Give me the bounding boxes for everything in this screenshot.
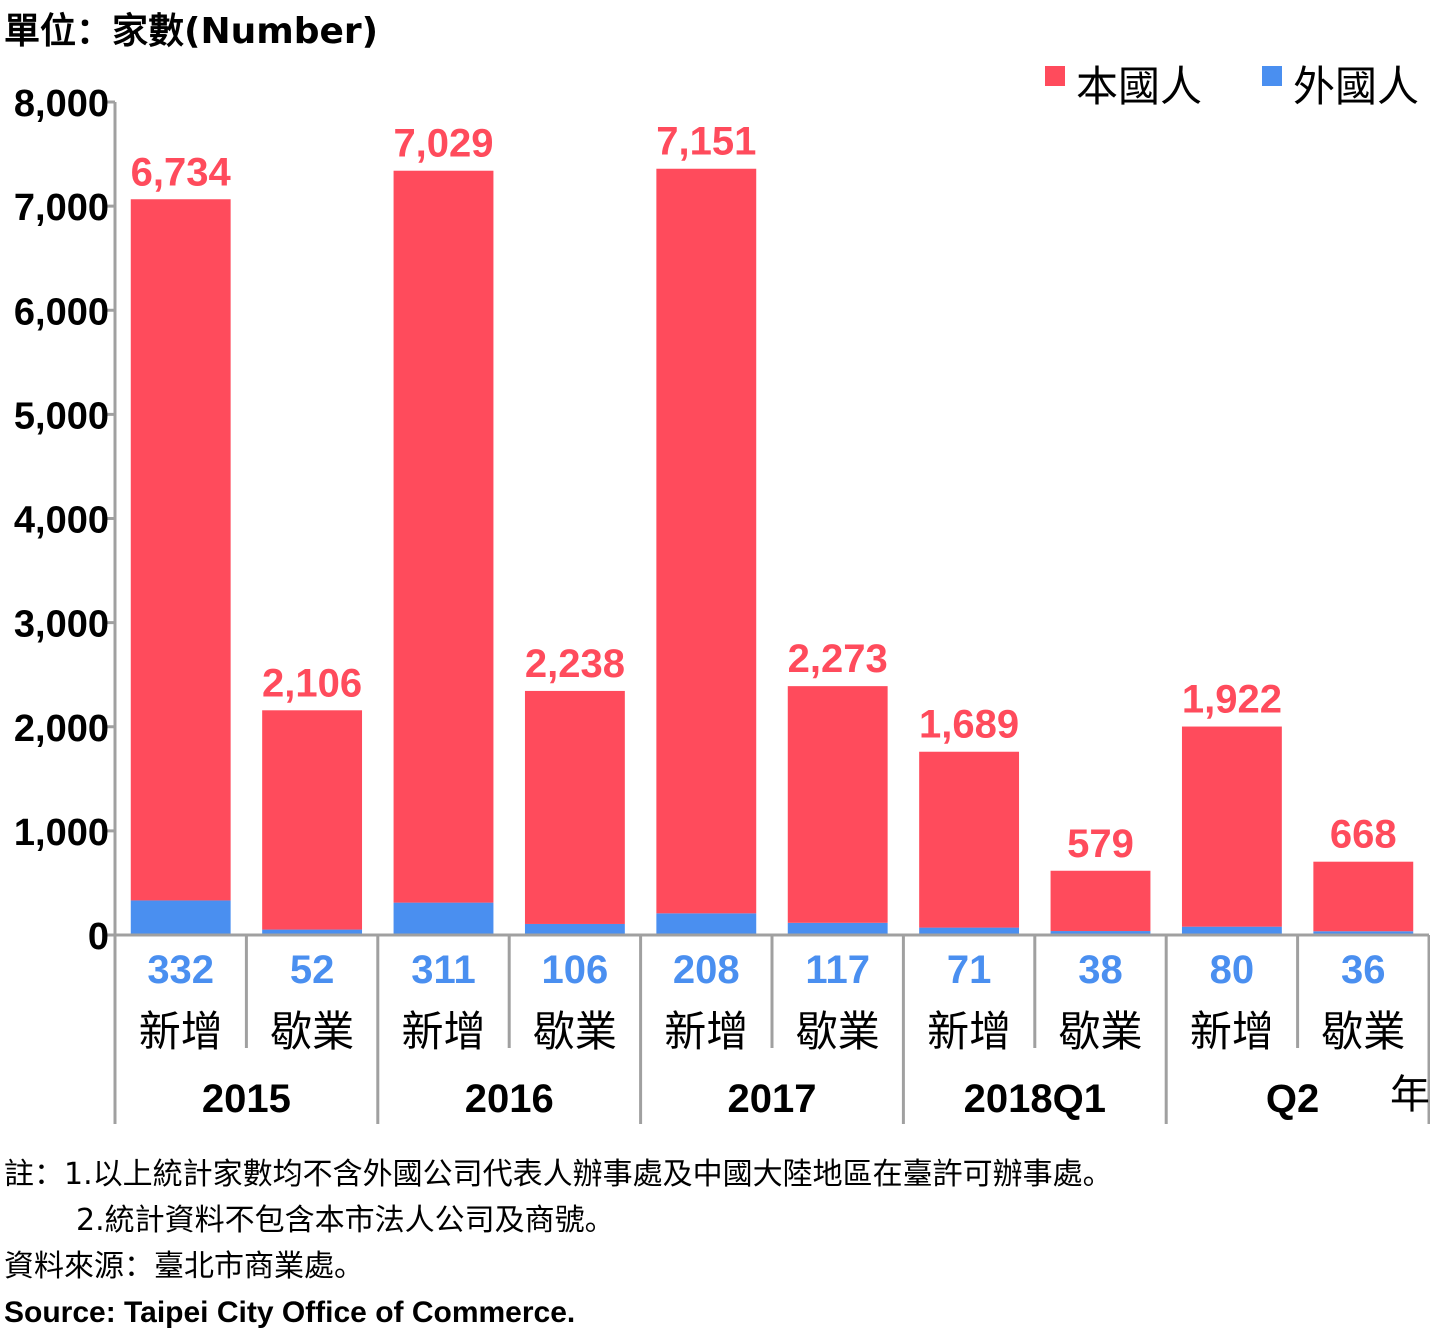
bar-foreign bbox=[262, 929, 363, 935]
note-2: 2.統計資料不包含本市法人公司及商號。 bbox=[76, 1203, 615, 1238]
source-zh: 資料來源：臺北市商業處。 bbox=[4, 1249, 364, 1284]
category-label: 新增 bbox=[927, 1008, 1011, 1055]
data-label-foreign: 117 bbox=[805, 948, 870, 992]
note-1: 註：1.以上統計家數均不含外國公司代表人辦事處及中國大陸地區在臺許可辦事處。 bbox=[4, 1157, 1113, 1192]
bar-foreign bbox=[919, 927, 1020, 935]
bar-domestic bbox=[130, 199, 231, 901]
bar-foreign bbox=[1181, 926, 1282, 935]
bar-domestic bbox=[787, 686, 888, 923]
category-label: 歇業 bbox=[533, 1008, 617, 1055]
bar-foreign bbox=[393, 902, 494, 935]
bar-foreign bbox=[656, 913, 757, 935]
legend-swatch-foreign bbox=[1262, 66, 1282, 86]
y-tick-label: 2,000 bbox=[14, 708, 109, 750]
bar-domestic bbox=[524, 690, 625, 924]
group-label: 2017 bbox=[728, 1077, 817, 1121]
category-label: 新增 bbox=[401, 1008, 485, 1055]
data-label-foreign: 332 bbox=[147, 948, 214, 992]
group-label: 2016 bbox=[465, 1077, 554, 1121]
bar-domestic bbox=[1313, 861, 1414, 932]
data-label-domestic: 2,238 bbox=[525, 642, 625, 686]
y-tick-label: 0 bbox=[88, 916, 109, 958]
category-label: 歇業 bbox=[270, 1008, 354, 1055]
bar-foreign bbox=[1050, 931, 1151, 935]
data-label-foreign: 80 bbox=[1210, 948, 1255, 992]
bar-domestic bbox=[919, 751, 1020, 928]
category-label: 歇業 bbox=[1058, 1008, 1142, 1055]
data-label-foreign: 208 bbox=[673, 948, 740, 992]
data-label-foreign: 52 bbox=[290, 948, 335, 992]
bar-foreign bbox=[130, 900, 231, 935]
y-tick-label: 3,000 bbox=[14, 604, 109, 646]
group-label: Q2 bbox=[1266, 1077, 1319, 1121]
bar-domestic bbox=[656, 168, 757, 914]
category-label: 歇業 bbox=[1321, 1008, 1405, 1055]
data-label-domestic: 579 bbox=[1067, 822, 1134, 866]
y-tick-label: 6,000 bbox=[14, 291, 109, 333]
data-label-domestic: 2,273 bbox=[788, 637, 888, 681]
data-label-foreign: 71 bbox=[947, 948, 992, 992]
bar-foreign bbox=[787, 922, 888, 935]
data-label-domestic: 7,151 bbox=[656, 120, 756, 164]
bar-foreign bbox=[524, 923, 625, 935]
bar-foreign bbox=[1313, 931, 1414, 935]
data-label-domestic: 6,734 bbox=[131, 150, 232, 194]
bars: 6,734 332 2,106 52 7,029 311 2,238 106 7,151 208 2… bbox=[131, 120, 1414, 992]
data-label-domestic: 668 bbox=[1330, 813, 1397, 857]
y-tick-label: 4,000 bbox=[14, 500, 109, 542]
data-label-foreign: 311 bbox=[411, 948, 476, 992]
y-tick-label: 8,000 bbox=[14, 83, 109, 125]
x-unit-label: 年 bbox=[1390, 1073, 1430, 1117]
data-label-foreign: 38 bbox=[1078, 948, 1123, 992]
source-en: Source: Taipei City Office of Commerce. bbox=[4, 1296, 576, 1329]
bar-domestic bbox=[393, 170, 494, 903]
category-label: 新增 bbox=[664, 1008, 748, 1055]
footnotes: 註：1.以上統計家數均不含外國公司代表人辦事處及中國大陸地區在臺許可辦事處。 2… bbox=[4, 1152, 1113, 1336]
bar-domestic bbox=[1050, 870, 1151, 932]
y-tick-label: 5,000 bbox=[14, 395, 109, 437]
stacked-bar-chart: 0 1,000 2,000 3,000 4,000 5,000 6,000 7,000 8,00… bbox=[14, 63, 1430, 1124]
bar-domestic bbox=[262, 710, 363, 930]
y-tick-label: 1,000 bbox=[14, 812, 109, 854]
data-label-foreign: 36 bbox=[1341, 948, 1386, 992]
data-label-foreign: 106 bbox=[542, 948, 609, 992]
group-label: 2015 bbox=[202, 1077, 291, 1121]
legend-label-foreign: 外國人 bbox=[1293, 63, 1419, 110]
data-label-domestic: 2,106 bbox=[262, 661, 362, 705]
data-label-domestic: 1,689 bbox=[919, 703, 1019, 747]
category-label: 歇業 bbox=[796, 1008, 880, 1055]
y-axis: 0 1,000 2,000 3,000 4,000 5,000 6,000 7,000 8,00… bbox=[14, 83, 117, 958]
data-label-domestic: 7,029 bbox=[393, 122, 493, 166]
unit-label: 單位：家數(Number) bbox=[4, 11, 379, 52]
category-label: 新增 bbox=[1190, 1008, 1274, 1055]
bar-domestic bbox=[1181, 726, 1282, 927]
legend-label-domestic: 本國人 bbox=[1076, 63, 1202, 110]
group-label: 2018Q1 bbox=[964, 1077, 1106, 1121]
legend: 本國人 外國人 bbox=[1045, 63, 1419, 110]
y-tick-label: 7,000 bbox=[14, 187, 109, 229]
legend-swatch-domestic bbox=[1045, 66, 1065, 86]
category-label: 新增 bbox=[139, 1008, 223, 1055]
data-label-domestic: 1,922 bbox=[1182, 678, 1282, 722]
